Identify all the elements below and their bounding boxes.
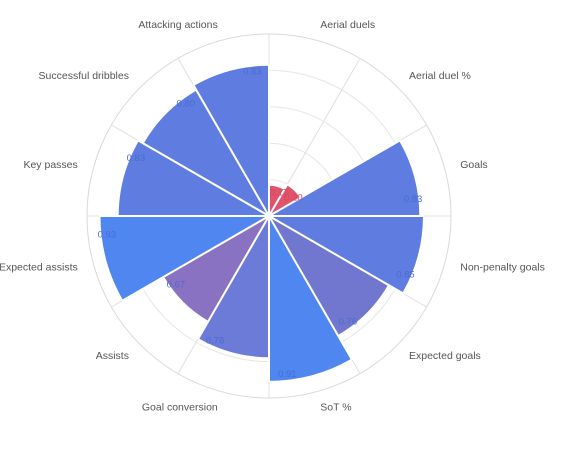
category-label: Non-penalty goals	[460, 261, 545, 273]
sector-divider	[197, 215, 270, 340]
sector-divider	[268, 215, 353, 360]
category-label: Expected goals	[409, 350, 481, 362]
value-label: 0.91	[278, 369, 297, 380]
value-label: 0.80	[177, 98, 196, 109]
sector-divider	[268, 215, 404, 295]
sector-divider	[121, 215, 270, 302]
chart-sectors	[98, 64, 425, 383]
category-label: Attacking actions	[138, 19, 217, 31]
category-label: Assists	[96, 350, 129, 362]
category-label: Aerial duel %	[409, 70, 471, 82]
sector-expected-assists[interactable]	[98, 215, 272, 302]
category-label: SoT %	[320, 401, 351, 413]
value-label: 0.20	[284, 192, 303, 203]
value-label: 0.83	[404, 194, 423, 205]
category-label: Goals	[460, 159, 487, 171]
value-label: 0.17	[270, 188, 289, 199]
value-labels: 0.170.20 0.83 0.85 0.76 0.91 0.78 0.67 0.93 0.83…	[98, 66, 423, 380]
sector-divider	[268, 139, 401, 217]
value-label: 0.67	[167, 280, 186, 291]
sector-sot[interactable]	[268, 213, 353, 383]
value-label: 0.83	[127, 153, 146, 164]
category-label: Aerial duels	[320, 19, 375, 31]
sector-divider	[192, 84, 270, 217]
value-label: 0.93	[98, 229, 117, 240]
value-label: 0.85	[396, 270, 415, 281]
sector-dividers	[99, 64, 424, 382]
category-label: Successful dribbles	[39, 70, 129, 82]
category-label: Key passes	[23, 159, 77, 171]
sector-goals[interactable]	[266, 139, 421, 217]
value-label: 0.76	[339, 317, 358, 328]
category-label: Goal conversion	[142, 401, 218, 413]
sector-divider	[268, 183, 289, 217]
value-label: 0.83	[243, 66, 262, 77]
category-labels: Aerial duels Aerial duel % Goals Non-penalt…	[0, 19, 545, 414]
sector-divider	[137, 139, 270, 217]
value-label: 0.78	[206, 335, 225, 346]
category-label: Expected assists	[0, 261, 78, 273]
